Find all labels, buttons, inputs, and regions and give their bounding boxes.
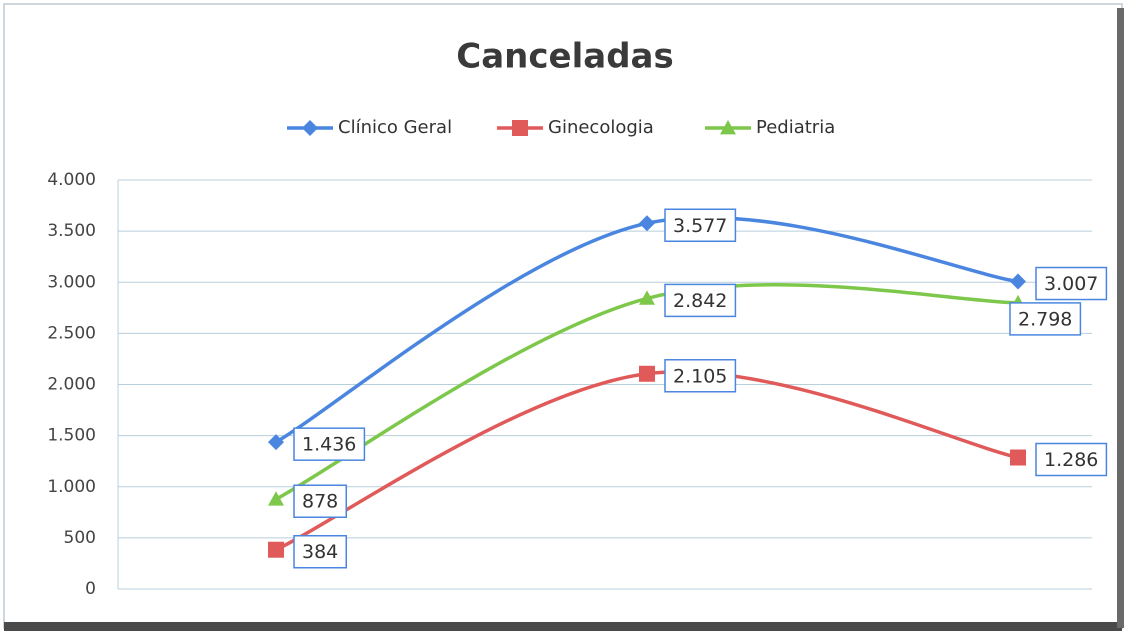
y-tick-label: 3.000 <box>47 272 96 292</box>
marker <box>268 491 284 506</box>
data-label: 3.577 <box>673 215 727 237</box>
marker <box>268 541 284 558</box>
chart-frame <box>3 3 1123 629</box>
y-tick-label: 2.000 <box>47 375 96 395</box>
legend-label: Clínico Geral <box>338 117 452 138</box>
marker <box>512 120 528 136</box>
marker <box>639 290 655 305</box>
data-label: 1.436 <box>302 434 356 456</box>
marker <box>1010 449 1026 466</box>
data-label-box <box>1009 302 1082 336</box>
data-label: 2.105 <box>673 365 727 387</box>
marker <box>268 434 284 451</box>
data-label-box <box>293 534 348 569</box>
data-label-box <box>1035 442 1108 477</box>
marker <box>639 215 655 232</box>
frame-shadow-right <box>1117 8 1124 628</box>
data-label-box <box>293 484 348 518</box>
data-label-box <box>664 208 737 243</box>
marker <box>302 120 318 136</box>
marker <box>639 365 655 382</box>
y-tick-label: 1.000 <box>47 477 96 497</box>
data-label-box <box>293 427 366 461</box>
y-tick-label: 2.500 <box>47 323 96 343</box>
marker <box>720 120 736 135</box>
data-label: 2.842 <box>673 290 727 312</box>
frame-shadow <box>4 622 1122 631</box>
y-tick-label: 1.500 <box>47 426 96 446</box>
y-tick-label: 500 <box>64 528 96 548</box>
y-tick-label: 0 <box>85 579 96 599</box>
data-label: 384 <box>302 541 338 563</box>
data-label: 878 <box>302 491 338 513</box>
chart-title: Canceladas <box>456 37 673 77</box>
y-tick-label: 3.500 <box>47 221 96 241</box>
data-label: 1.286 <box>1044 449 1098 471</box>
data-label: 3.007 <box>1044 273 1098 295</box>
legend-label: Pediatria <box>756 117 835 138</box>
y-tick-label: 4.000 <box>47 170 96 190</box>
legend-label: Ginecologia <box>548 117 654 138</box>
data-label-box <box>664 283 737 318</box>
data-label-box <box>1035 266 1108 301</box>
marker <box>1010 273 1026 290</box>
data-label-box <box>664 359 737 393</box>
data-label: 2.798 <box>1018 308 1072 330</box>
